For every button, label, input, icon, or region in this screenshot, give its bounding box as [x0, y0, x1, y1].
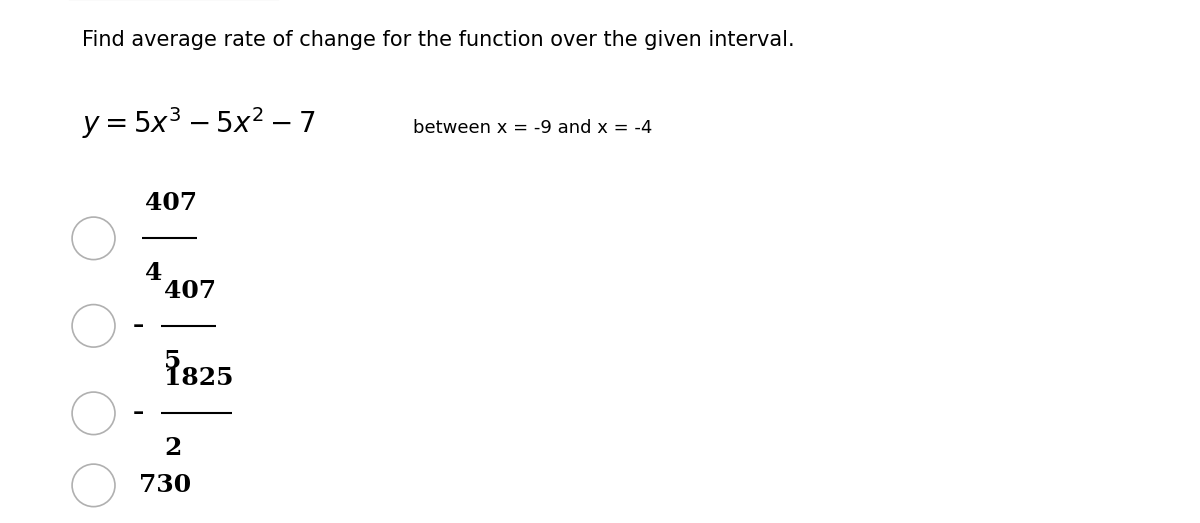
Text: Find average rate of change for the function over the given interval.: Find average rate of change for the func…	[82, 30, 794, 50]
Text: between x = -9 and x = -4: between x = -9 and x = -4	[413, 119, 653, 137]
Text: 4: 4	[145, 262, 162, 286]
Text: –: –	[133, 316, 144, 336]
Text: –: –	[133, 403, 144, 423]
Text: 2: 2	[164, 436, 181, 460]
Text: 5: 5	[164, 349, 181, 373]
Text: $y = 5x^3 - 5x^2 - 7$: $y = 5x^3 - 5x^2 - 7$	[82, 105, 316, 141]
Text: 407: 407	[164, 279, 216, 303]
Text: 730: 730	[139, 473, 191, 497]
Text: 407: 407	[145, 191, 197, 215]
Text: 1825: 1825	[164, 366, 233, 390]
